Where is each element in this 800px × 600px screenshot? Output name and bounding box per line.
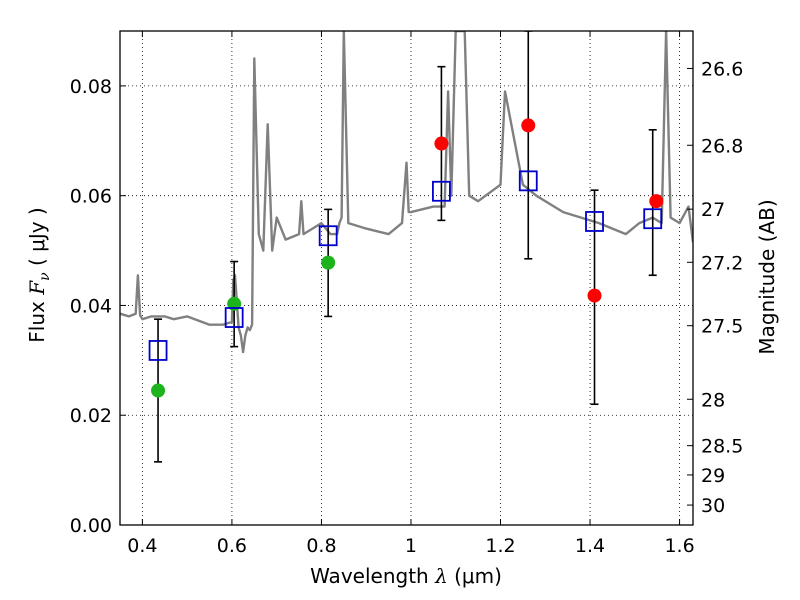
plot-area [120, 31, 693, 463]
grid-lines [120, 31, 693, 526]
model-photometry-square [518, 170, 538, 192]
y-tick-label: 0.08 [70, 76, 112, 98]
red-data-point [434, 136, 449, 151]
y2-axis-label: Magnitude (AB) [755, 199, 779, 354]
y2-tick-label: 26.8 [701, 135, 743, 157]
y-tick-label: 0.02 [70, 405, 112, 427]
y-tick-label: 0.04 [70, 295, 112, 317]
red-data-point [521, 118, 536, 133]
model-photometry-square [148, 340, 168, 361]
x-tick-label: 1.2 [485, 535, 515, 557]
x-tick-label: 0.8 [306, 535, 336, 557]
y2-tick-label: 28.5 [701, 436, 743, 458]
y2-tick-label: 29 [701, 465, 725, 487]
red-data-point [649, 194, 664, 209]
plot-frame [119, 30, 694, 526]
x-tick-label: 0.6 [217, 535, 247, 557]
y-tick-label: 0.00 [70, 515, 112, 537]
model-photometry-square [224, 307, 244, 328]
x-axis-label: Wavelength λ (μm) [310, 564, 502, 588]
green-data-point [321, 255, 336, 270]
y2-tick-label: 28 [701, 389, 725, 411]
model-photometry-square [643, 208, 663, 230]
x-tick-label: 0.4 [127, 535, 157, 557]
model-spectrum-line [120, 31, 693, 354]
tick-labels: 0.4 0.6 0.8 1 1.2 1.4 1.6 0.00 0.02 0.04 0.06 0.08 2… [70, 58, 744, 557]
model-photometry-square [432, 180, 451, 202]
model-photometry-square [585, 211, 604, 232]
y2-tick-label: 30 [701, 495, 725, 517]
model-photometry-square [318, 225, 338, 247]
y-tick-label: 0.06 [70, 186, 112, 208]
red-data-point [587, 288, 602, 303]
x-tick-label: 1.4 [575, 535, 605, 557]
y2-tick-label: 27.5 [701, 316, 743, 338]
y-axis-label: Flux Fν ( μJy ) [25, 207, 53, 342]
axis-ticks [120, 31, 693, 526]
y2-tick-label: 27.2 [701, 252, 743, 274]
x-tick-label: 1 [405, 535, 417, 557]
green-data-point [151, 383, 166, 398]
y2-tick-label: 27 [701, 199, 725, 221]
x-tick-label: 1.6 [664, 535, 694, 557]
y2-tick-label: 26.6 [701, 58, 743, 80]
